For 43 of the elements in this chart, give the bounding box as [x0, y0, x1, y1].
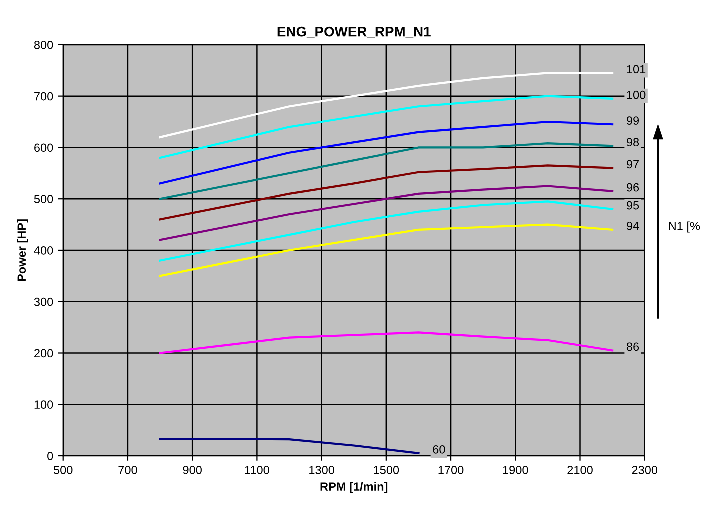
series-label: 99: [627, 116, 640, 125]
y-tick-label: 200: [34, 349, 54, 358]
y-tick-label: 700: [34, 92, 54, 101]
y-tick-label: 800: [34, 40, 54, 50]
y-tick-label: 0: [48, 452, 54, 460]
chart-title: ENG_POWER_RPM_N1: [278, 26, 431, 38]
y-tick-label: 400: [34, 246, 54, 255]
y-axis-title: Power [HP]: [17, 220, 28, 282]
series-label: 60: [433, 445, 446, 454]
x-tick-label: 1700: [438, 466, 464, 474]
y-tick-label: 600: [34, 144, 54, 152]
x-tick-label: 2100: [568, 466, 593, 474]
line-series: [159, 332, 614, 354]
x-axis-title: RPM [1/min]: [320, 482, 388, 494]
line-series: [159, 185, 614, 242]
line-series: [159, 95, 614, 160]
y-tick-label: 100: [34, 400, 54, 410]
series-label: 94: [627, 222, 640, 230]
y-tick-label: 300: [34, 298, 54, 306]
x-tick-label: 2300: [632, 466, 658, 474]
y-tick-label: 500: [34, 195, 54, 204]
x-tick-label: 1900: [503, 466, 528, 474]
x-tick-label: 500: [54, 466, 73, 474]
line-series: [159, 120, 614, 185]
line-series: [159, 438, 420, 454]
line-series: [159, 72, 614, 138]
x-tick-label: 900: [183, 466, 202, 474]
line-series: [159, 200, 614, 262]
x-tick-label: 1300: [310, 466, 334, 474]
line-series: [159, 142, 614, 200]
line-series: [159, 164, 614, 221]
x-tick-label: 1500: [374, 466, 400, 474]
line-series: [159, 224, 614, 278]
series-label: 101: [627, 65, 646, 74]
series-label: 95: [627, 201, 640, 210]
text: N1 [%: [669, 222, 700, 233]
series-label: 86: [626, 342, 640, 352]
x-tick-label: 700: [118, 466, 138, 474]
series-label: 98: [627, 138, 640, 147]
series-label: 97: [627, 160, 639, 169]
x-tick-label: 1100: [245, 466, 270, 474]
series-label: 96: [627, 183, 640, 192]
series-label: 100: [627, 90, 646, 100]
